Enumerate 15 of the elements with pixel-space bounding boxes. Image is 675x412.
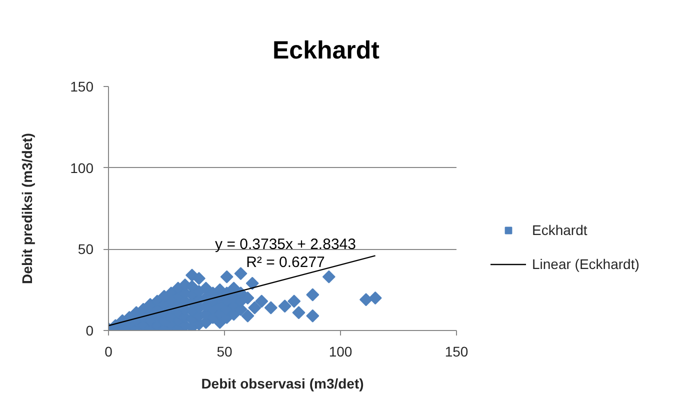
chart-title: Eckhardt bbox=[272, 36, 380, 64]
legend-label: Linear (Eckhardt) bbox=[532, 256, 640, 272]
x-tick-label: 50 bbox=[216, 344, 232, 360]
x-axis-title: Debit observasi (m3/det) bbox=[201, 376, 364, 392]
y-tick-label: 100 bbox=[70, 160, 94, 176]
y-tick-label: 150 bbox=[70, 78, 94, 94]
y-tick-label: 0 bbox=[86, 322, 94, 338]
y-axis-title: Debit prediksi (m3/det) bbox=[19, 133, 36, 284]
x-tick-label: 0 bbox=[104, 344, 113, 360]
legend-label: Eckhardt bbox=[532, 222, 588, 238]
annotation: R² = 0.6277 bbox=[246, 254, 325, 271]
x-tick-label: 150 bbox=[444, 344, 468, 360]
annotation: y = 0.3735x + 2.8343 bbox=[215, 236, 356, 253]
x-tick-label: 100 bbox=[328, 344, 352, 360]
y-tick-label: 50 bbox=[78, 241, 94, 258]
